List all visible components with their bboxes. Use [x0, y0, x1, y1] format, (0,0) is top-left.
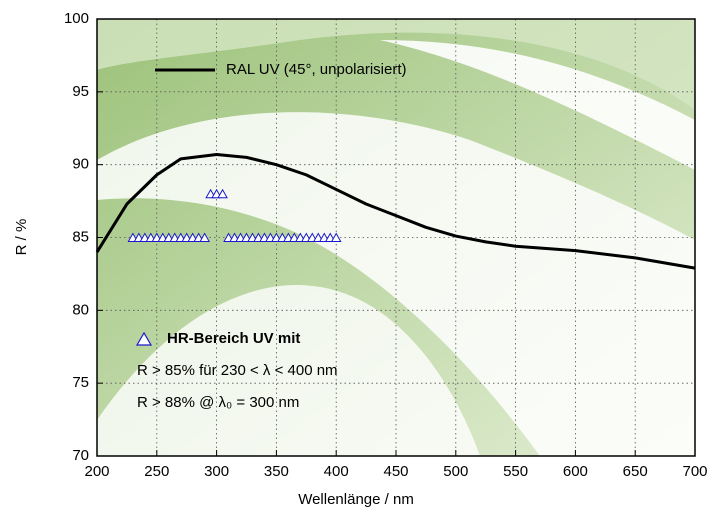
data-point: [217, 188, 228, 199]
y-tick-label: 80: [72, 301, 89, 318]
x-tick-label: 450: [383, 463, 408, 480]
x-tick-label: 600: [563, 463, 588, 480]
x-tick-label: 250: [144, 463, 169, 480]
data-line: [95, 152, 696, 270]
legend-label: HR-Bereich UV mit: [167, 330, 300, 347]
x-tick-label: 500: [443, 463, 468, 480]
y-tick-label: 85: [72, 228, 89, 245]
y-tick-label: 90: [72, 156, 89, 173]
legend-marker: [135, 331, 153, 346]
x-tick-label: 200: [84, 463, 109, 480]
x-tick-label: 700: [682, 463, 707, 480]
annotation: R > 85% für 230 < λ < 400 nm: [137, 362, 338, 379]
x-tick-label: 300: [204, 463, 229, 480]
x-tick-label: 550: [503, 463, 528, 480]
y-tick-label: 95: [72, 83, 89, 100]
x-axis-label: Wellenlänge / nm: [298, 491, 414, 508]
y-tick-label: 100: [64, 10, 89, 27]
legend-label: RAL UV (45°, unpolarisiert): [226, 61, 407, 78]
x-tick-label: 350: [264, 463, 289, 480]
x-tick-label: 650: [623, 463, 648, 480]
y-tick-label: 75: [72, 374, 89, 391]
y-axis-label: R / %: [13, 219, 30, 256]
y-tick-label: 70: [72, 447, 89, 464]
annotation: R > 88% @ λ₀ = 300 nm: [137, 394, 299, 411]
data-point: [199, 232, 210, 242]
x-tick-label: 400: [324, 463, 349, 480]
data-point: [330, 232, 342, 242]
